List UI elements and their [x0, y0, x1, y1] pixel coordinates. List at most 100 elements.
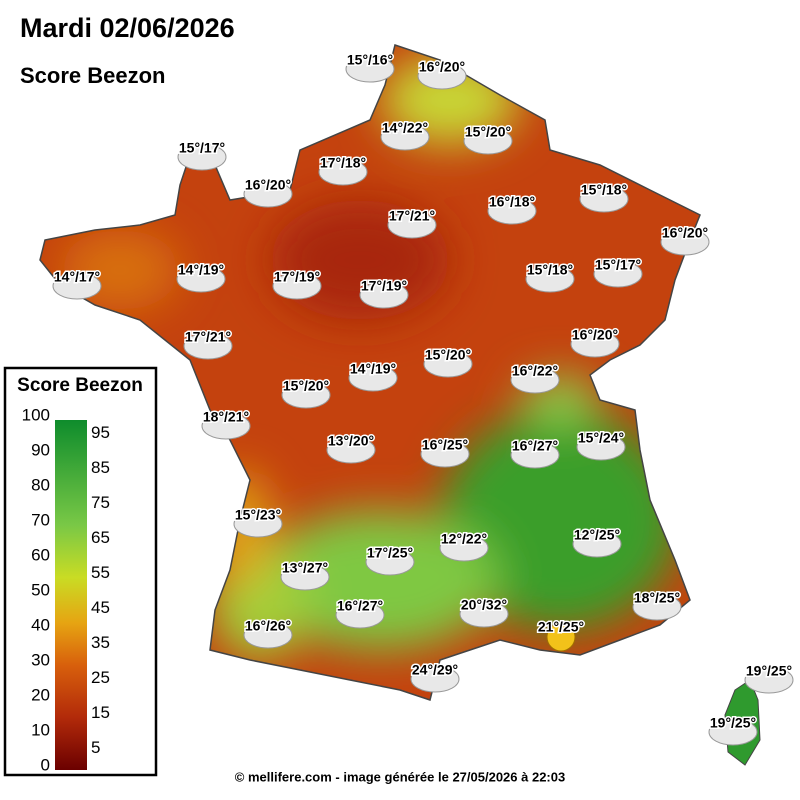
cloud-icon	[387, 211, 437, 239]
cloud-icon	[420, 440, 470, 468]
station-temperature: 15°/24°	[578, 430, 624, 446]
legend-tick-label: 25	[91, 668, 110, 687]
cloud-icon	[632, 593, 682, 621]
station-temperature: 19°/25°	[746, 663, 792, 679]
legend-tick-label: 75	[91, 493, 110, 512]
cloud-icon	[510, 366, 560, 394]
legend-tick-label: 70	[31, 510, 50, 529]
cloud-icon	[201, 412, 251, 440]
legend-tick-label: 80	[31, 475, 50, 494]
cloud-icon	[177, 143, 227, 171]
station-temperature: 15°/17°	[595, 257, 641, 273]
station-temperature: 12°/22°	[441, 531, 487, 547]
cloud-icon	[579, 185, 629, 213]
cloud-icon	[380, 123, 430, 151]
station-temperature: 14°/22°	[382, 120, 428, 136]
cloud-icon	[183, 332, 233, 360]
legend-tick-label: 65	[91, 528, 110, 547]
legend-tick-label: 10	[31, 720, 50, 739]
cloud-icon	[272, 272, 322, 300]
legend-tick-label: 40	[31, 615, 50, 634]
cloud-icon	[243, 180, 293, 208]
subtitle: Score Beezon	[20, 63, 166, 88]
cloud-icon	[423, 350, 473, 378]
footer: © mellifere.com - image générée le 27/05…	[235, 769, 565, 784]
cloud-icon	[348, 364, 398, 392]
cloud-icon	[570, 330, 620, 358]
legend-tick-label: 0	[41, 755, 50, 774]
station-temperature: 13°/20°	[328, 433, 374, 449]
cloud-icon	[176, 265, 226, 293]
station-temperature: 16°/22°	[512, 363, 558, 379]
legend-title: Score Beezon	[17, 375, 143, 396]
cloud-icon	[572, 530, 622, 558]
station-temperature: 17°/21°	[389, 208, 435, 224]
station-temperature: 14°/19°	[178, 262, 224, 278]
cloud-icon	[335, 601, 385, 629]
station-temperature: 16°/20°	[662, 225, 708, 241]
station-temperature: 15°/20°	[425, 347, 471, 363]
station-temperature: 17°/19°	[361, 278, 407, 294]
cloud-icon	[660, 228, 710, 256]
title: Mardi 02/06/2026	[20, 13, 235, 43]
legend-tick-label: 5	[91, 738, 100, 757]
station-temperature: 16°/27°	[337, 598, 383, 614]
cloud-icon	[510, 441, 560, 469]
cloud-icon	[280, 563, 330, 591]
station-temperature: 17°/21°	[185, 329, 231, 345]
legend-tick-label: 20	[31, 685, 50, 704]
legend-tick-label: 100	[22, 405, 50, 424]
station-temperature: 16°/25°	[422, 437, 468, 453]
cloud-icon	[318, 158, 368, 186]
station-temperature: 18°/21°	[203, 409, 249, 425]
cloud-icon	[593, 260, 643, 288]
station-temperature: 19°/25°	[710, 715, 756, 731]
station-temperature: 14°/17°	[54, 269, 100, 285]
station-temperature: 15°/20°	[465, 124, 511, 140]
cloud-icon	[439, 534, 489, 562]
cloud-icon	[417, 62, 467, 90]
legend-tick-label: 85	[91, 458, 110, 477]
station-temperature: 15°/18°	[527, 262, 573, 278]
legend-tick-label: 60	[31, 545, 50, 564]
sun-icon	[546, 622, 576, 652]
cloud-icon	[243, 621, 293, 649]
cloud-icon	[525, 265, 575, 293]
cloud-icon	[459, 600, 509, 628]
station-temperature: 15°/18°	[581, 182, 627, 198]
station-temperature: 20°/32°	[461, 597, 507, 613]
cloud-icon	[233, 510, 283, 538]
station-temperature: 21°/25°	[538, 619, 584, 635]
station-temperature: 15°/20°	[283, 378, 329, 394]
station-temperature: 16°/27°	[512, 438, 558, 454]
legend-tick-label: 45	[91, 598, 110, 617]
legend-tick-label: 35	[91, 633, 110, 652]
station-temperature: 16°/20°	[245, 177, 291, 193]
station-temperature: 16°/18°	[489, 194, 535, 210]
station-temperature: 16°/20°	[419, 59, 465, 75]
station-temperature: 13°/27°	[282, 560, 328, 576]
cloud-icon	[744, 666, 794, 694]
legend-tick-label: 15	[91, 703, 110, 722]
cloud-icon	[708, 718, 758, 746]
legend-tick-label: 30	[31, 650, 50, 669]
station-temperature: 15°/16°	[347, 52, 393, 68]
cloud-icon	[359, 281, 409, 309]
legend: Score Beezon	[3, 366, 158, 777]
station-temperature: 12°/25°	[574, 527, 620, 543]
station-temperature: 16°/26°	[245, 618, 291, 634]
station-temperature: 17°/19°	[274, 269, 320, 285]
station-temperature: 15°/17°	[179, 140, 225, 156]
cloud-icon	[365, 548, 415, 576]
legend-tick-label: 55	[91, 563, 110, 582]
legend-tick-label: 50	[31, 580, 50, 599]
cloud-icon	[576, 433, 626, 461]
station-temperature: 17°/18°	[320, 155, 366, 171]
station-temperature: 24°/29°	[412, 662, 458, 678]
cloud-icon	[463, 127, 513, 155]
station-temperature: 16°/20°	[572, 327, 618, 343]
station-temperature: 14°/19°	[350, 361, 396, 377]
station-temperature: 15°/23°	[235, 507, 281, 523]
legend-tick-label: 95	[91, 423, 110, 442]
